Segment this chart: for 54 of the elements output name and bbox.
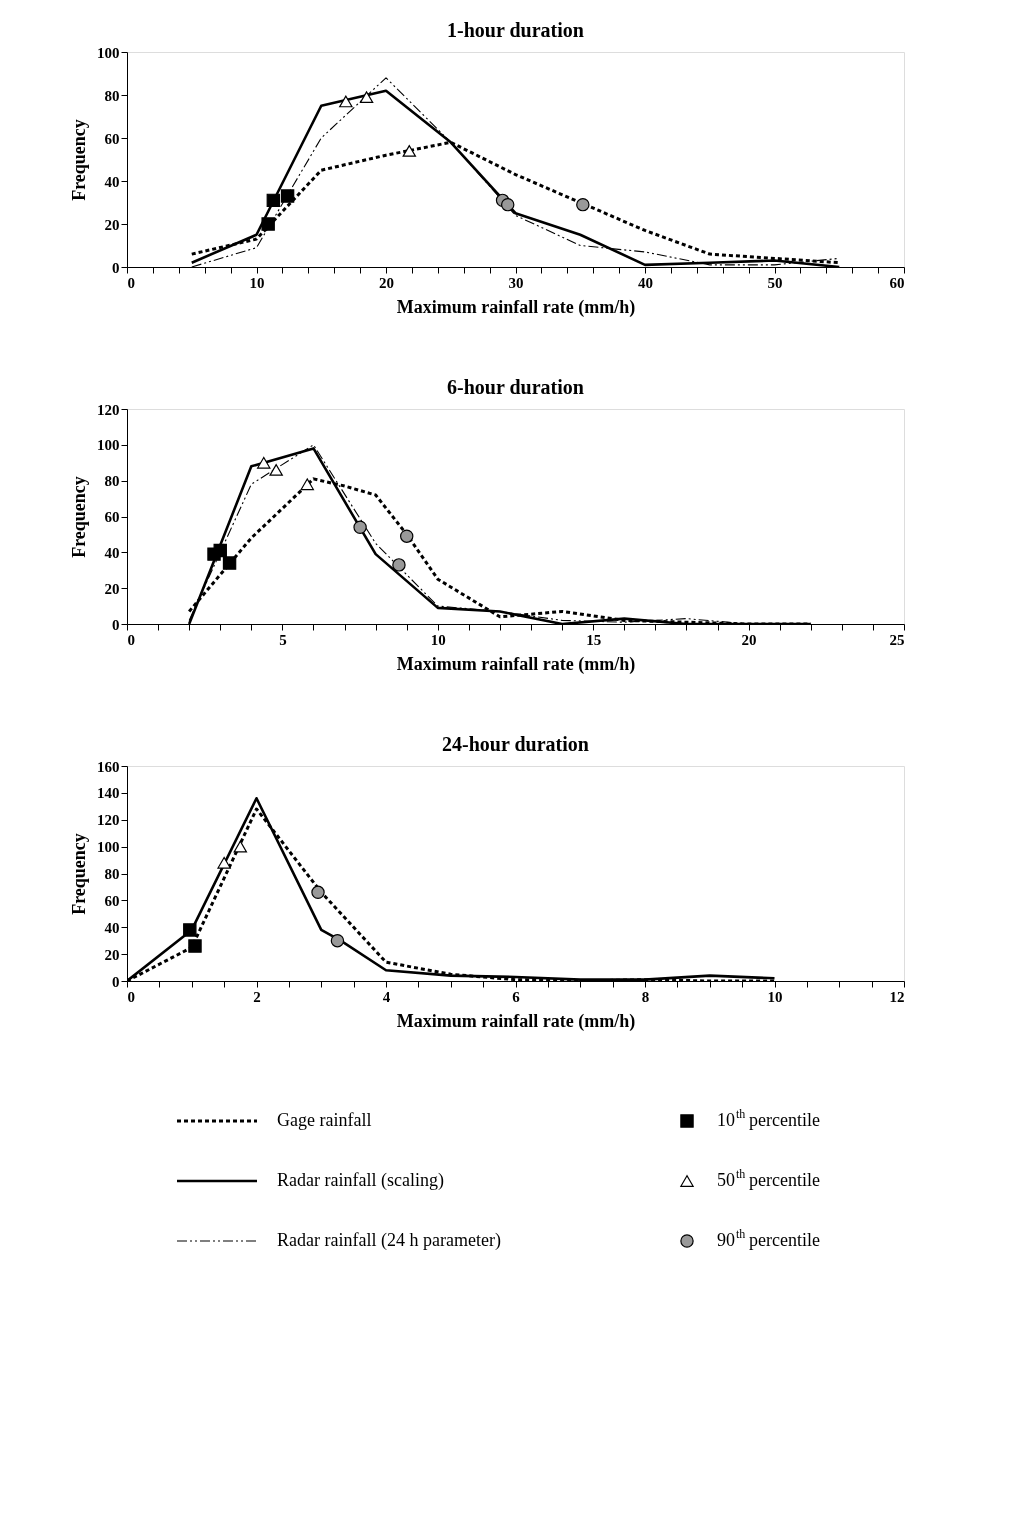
x-axis-title: Maximum rainfall rate (mm/h) <box>396 653 636 675</box>
y-axis-title: Frequency <box>69 476 89 558</box>
y-tick-label: 160 <box>97 758 120 775</box>
y-tick-label: 0 <box>112 616 120 633</box>
y-tick-label: 0 <box>112 973 120 990</box>
x-tick-label: 25 <box>889 631 905 648</box>
x-tick-label: 5 <box>279 631 287 648</box>
y-tick-label: 80 <box>104 87 120 104</box>
x-tick-label: 0 <box>127 631 135 648</box>
y-tick-label: 80 <box>104 473 120 490</box>
y-tick-label: 40 <box>104 544 120 561</box>
chart-title: 24-hour duration <box>442 733 589 755</box>
x-tick-label: 0 <box>127 274 135 291</box>
x-tick-label: 20 <box>379 274 394 291</box>
x-tick-label: 10 <box>249 274 265 291</box>
x-tick-label: 6 <box>512 988 521 1005</box>
y-tick-label: 80 <box>104 866 120 882</box>
x-tick-label: 30 <box>508 274 524 291</box>
x-tick-label: 20 <box>741 631 757 648</box>
y-tick-label: 140 <box>97 785 120 802</box>
y-tick-label: 100 <box>97 839 120 856</box>
chart-title: 1-hour duration <box>447 19 584 41</box>
x-axis-title: Maximum rainfall rate (mm/h) <box>396 1010 636 1032</box>
y-tick-label: 60 <box>104 509 120 525</box>
y-tick-label: 40 <box>104 919 120 936</box>
y-tick-label: 120 <box>97 401 120 418</box>
x-tick-label: 15 <box>586 631 602 648</box>
y-tick-label: 40 <box>104 173 120 190</box>
x-tick-label: 50 <box>767 274 783 291</box>
y-tick-label: 60 <box>104 130 120 147</box>
y-tick-label: 20 <box>104 580 120 597</box>
y-tick-label: 20 <box>104 946 120 963</box>
x-tick-label: 2 <box>253 988 261 1005</box>
x-tick-label: 60 <box>889 274 905 291</box>
y-tick-label: 100 <box>97 437 120 454</box>
y-tick-label: 20 <box>104 216 120 233</box>
x-tick-label: 10 <box>430 631 446 648</box>
x-tick-label: 0 <box>127 988 135 1005</box>
x-tick-label: 40 <box>638 274 653 291</box>
y-tick-label: 0 <box>112 259 120 276</box>
y-axis-title: Frequency <box>69 833 89 915</box>
x-tick-label: 12 <box>889 988 905 1005</box>
y-tick-label: 100 <box>97 44 120 61</box>
x-axis-title: Maximum rainfall rate (mm/h) <box>396 296 636 318</box>
y-axis-title: Frequency <box>69 119 89 201</box>
y-tick-label: 60 <box>104 892 120 909</box>
x-tick-label: 8 <box>641 988 650 1005</box>
y-tick-label: 120 <box>97 812 120 829</box>
legend-label: Radar rainfall (scaling) <box>277 1170 444 1191</box>
chart-title: 6-hour duration <box>447 376 584 398</box>
x-tick-label: 10 <box>767 988 783 1005</box>
x-tick-label: 4 <box>382 988 391 1005</box>
legend-label: Radar rainfall (24 h parameter) <box>277 1230 501 1251</box>
legend-label: Gage rainfall <box>277 1110 372 1130</box>
